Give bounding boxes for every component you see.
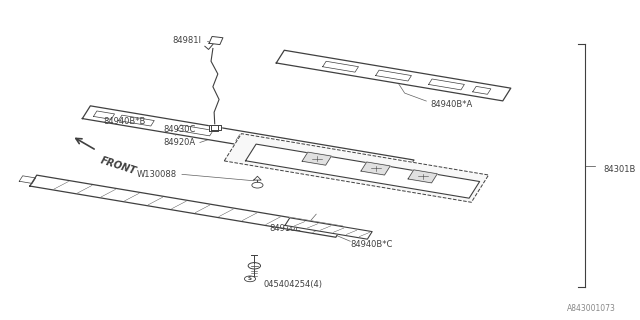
Polygon shape [30,175,342,237]
Polygon shape [408,170,437,183]
Polygon shape [285,218,372,239]
Polygon shape [276,50,511,101]
Text: A843001073: A843001073 [568,304,616,313]
Text: W130088: W130088 [137,170,177,179]
Text: 84981I: 84981I [173,36,202,45]
Polygon shape [209,125,218,131]
Text: 84920A: 84920A [163,138,196,147]
Text: 84940B*B: 84940B*B [104,117,146,126]
Polygon shape [83,106,414,173]
Polygon shape [224,134,488,202]
Text: S: S [248,276,252,281]
Polygon shape [361,162,390,175]
Text: 84940B*A: 84940B*A [431,100,473,109]
Text: 84301B: 84301B [604,165,636,174]
Polygon shape [211,124,221,130]
Polygon shape [209,36,223,44]
Polygon shape [302,152,332,165]
Text: 045404254(4): 045404254(4) [264,280,323,289]
Circle shape [252,182,263,188]
Circle shape [248,263,260,269]
Polygon shape [246,144,479,198]
Text: 84940B*C: 84940B*C [350,240,392,249]
Text: 84910E: 84910E [269,224,301,233]
Text: 84930C: 84930C [163,125,196,134]
Circle shape [244,276,255,282]
Text: FRONT: FRONT [100,155,138,176]
